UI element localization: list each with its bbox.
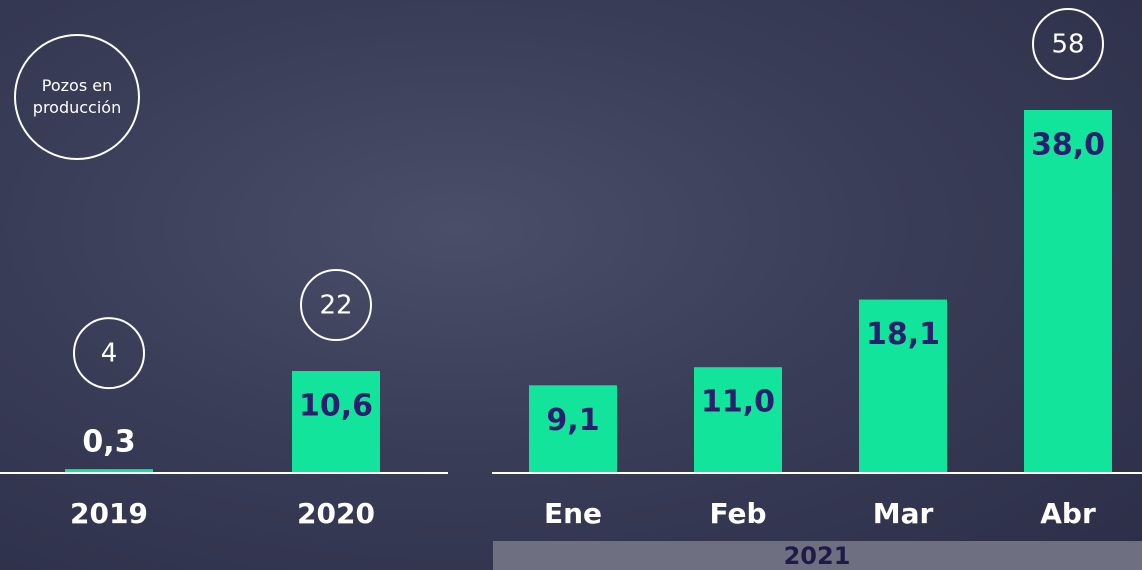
x-tick-label: 2020 xyxy=(297,497,375,530)
infographic: 2021 0,3 2019 4 10,6 2020 22 9,1 Ene 11,0 Feb 18,1… xyxy=(0,0,1142,570)
value-label: 0,3 xyxy=(82,425,135,460)
value-label: 38,0 xyxy=(1031,128,1105,163)
wells-label: 58 xyxy=(1051,30,1084,60)
legend-label: Pozos en producción xyxy=(27,75,127,119)
wells-label: 22 xyxy=(319,291,352,321)
x-tick-label: Ene xyxy=(544,497,602,530)
wells-label: 4 xyxy=(101,339,118,369)
bar xyxy=(65,469,153,472)
bar xyxy=(1024,110,1112,472)
x-tick-label: Mar xyxy=(873,497,934,530)
x-tick-label: Feb xyxy=(709,497,766,530)
value-label: 11,0 xyxy=(701,385,775,420)
legend: Pozos en producción xyxy=(14,34,140,160)
chart: 2021 0,3 2019 4 10,6 2020 22 9,1 Ene 11,0 Feb 18,1… xyxy=(0,0,1142,570)
x-tick-label: Abr xyxy=(1040,497,1096,530)
value-label: 18,1 xyxy=(866,317,940,352)
value-label: 10,6 xyxy=(299,389,373,424)
value-label: 9,1 xyxy=(546,403,599,438)
group-label: 2021 xyxy=(784,542,851,570)
x-tick-label: 2019 xyxy=(70,497,148,530)
